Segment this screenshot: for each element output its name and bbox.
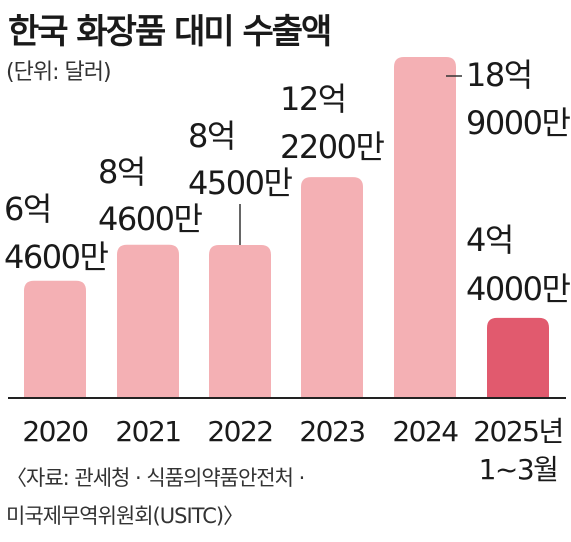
chart-title: 한국 화장품 대미 수출액 bbox=[8, 12, 332, 52]
value-label-line-2: 4000만 bbox=[466, 270, 570, 308]
x-tick-label: 2022 bbox=[207, 415, 272, 448]
bar-2020 bbox=[24, 280, 86, 397]
source-note-line-1: 〈자료: 관세청 · 식품의약품안전처 · bbox=[6, 466, 305, 490]
bar-2022 bbox=[209, 244, 271, 397]
x-tick-label: 2020 bbox=[22, 415, 87, 448]
value-label-line-2: 9000만 bbox=[466, 104, 570, 142]
bars-layer bbox=[24, 57, 549, 397]
value-label-line-2: 4500만 bbox=[188, 164, 292, 202]
labels-layer: 2020 2021 2022 2023 2024 2025년 1~3월 6억 4600만 8억 46… bbox=[4, 56, 571, 486]
bar-2023 bbox=[301, 177, 363, 397]
value-label-line-1: 18억 bbox=[466, 56, 532, 94]
value-label-line-1: 12억 bbox=[280, 80, 346, 118]
x-tick-label: 2021 bbox=[115, 415, 180, 448]
x-tick-label: 1~3월 bbox=[479, 453, 558, 486]
unit-label: (단위: 달러) bbox=[6, 60, 112, 85]
value-label-line-2: 4600만 bbox=[4, 238, 108, 276]
value-label-line-1: 6억 bbox=[4, 190, 51, 228]
x-tick-label: 2023 bbox=[299, 415, 364, 448]
value-label-line-1: 8억 bbox=[98, 153, 145, 191]
value-label-line-1: 4억 bbox=[466, 221, 513, 259]
value-label-line-1: 8억 bbox=[188, 117, 235, 155]
bar-2025년 1~3월 bbox=[487, 317, 549, 397]
bar-2021 bbox=[117, 244, 179, 397]
source-note-line-2: 미국제무역위원회(USITC)〉 bbox=[6, 504, 244, 528]
value-label-line-2: 4600만 bbox=[98, 200, 202, 238]
value-label-line-2: 2200만 bbox=[280, 128, 384, 166]
bar-2024 bbox=[394, 57, 456, 397]
x-tick-label: 2024 bbox=[392, 415, 458, 448]
x-tick-label: 2025년 bbox=[473, 415, 563, 448]
